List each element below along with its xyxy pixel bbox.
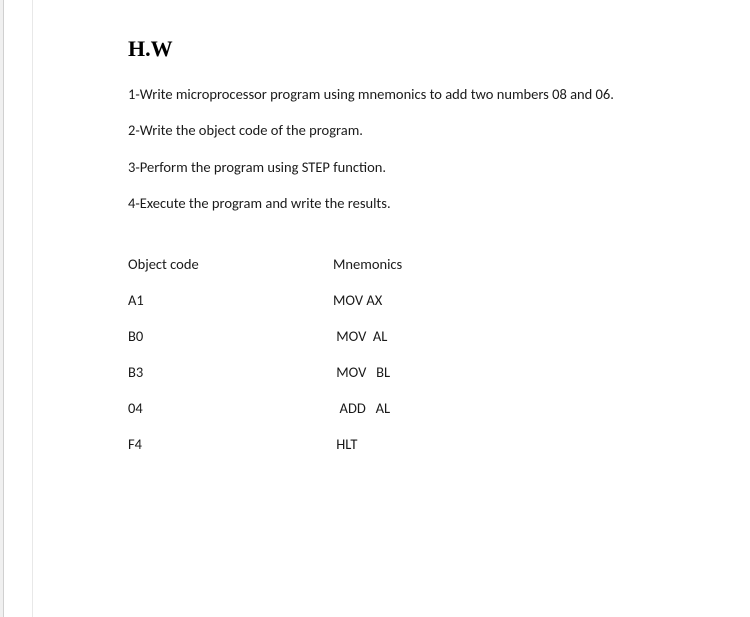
table-row: 04 ADD AL xyxy=(128,399,710,417)
object-code-cell: F4 xyxy=(128,435,333,453)
mnemonic-cell: MOV AL xyxy=(333,327,387,345)
instruction-line: 1-Write microprocessor program using mne… xyxy=(128,84,710,104)
table-header-left: Object code xyxy=(128,255,333,273)
mnemonic-cell: HLT xyxy=(333,435,357,453)
object-code-cell: A1 xyxy=(128,291,333,309)
page-margin-line xyxy=(32,0,33,617)
code-table: Object code Mnemonics A1 MOV AX B0 MOV A… xyxy=(128,255,710,453)
table-row: B3 MOV BL xyxy=(128,363,710,381)
document-content: H.W 1-Write microprocessor program using… xyxy=(0,0,750,511)
mnemonic-cell: ADD AL xyxy=(333,399,390,417)
mnemonic-cell: MOV AX xyxy=(333,291,382,309)
object-code-cell: B3 xyxy=(128,363,333,381)
table-row: A1 MOV AX xyxy=(128,291,710,309)
page-left-edge xyxy=(0,0,4,617)
table-header-right: Mnemonics xyxy=(333,255,402,273)
instruction-line: 4-Execute the program and write the resu… xyxy=(128,193,710,213)
instruction-line: 3-Perform the program using STEP functio… xyxy=(128,157,710,177)
object-code-cell: B0 xyxy=(128,327,333,345)
instruction-line: 2-Write the object code of the program. xyxy=(128,120,710,140)
page-title: H.W xyxy=(128,36,710,62)
object-code-cell: 04 xyxy=(128,399,333,417)
table-row: B0 MOV AL xyxy=(128,327,710,345)
mnemonic-cell: MOV BL xyxy=(333,363,390,381)
table-header-row: Object code Mnemonics xyxy=(128,255,710,273)
table-row: F4 HLT xyxy=(128,435,710,453)
